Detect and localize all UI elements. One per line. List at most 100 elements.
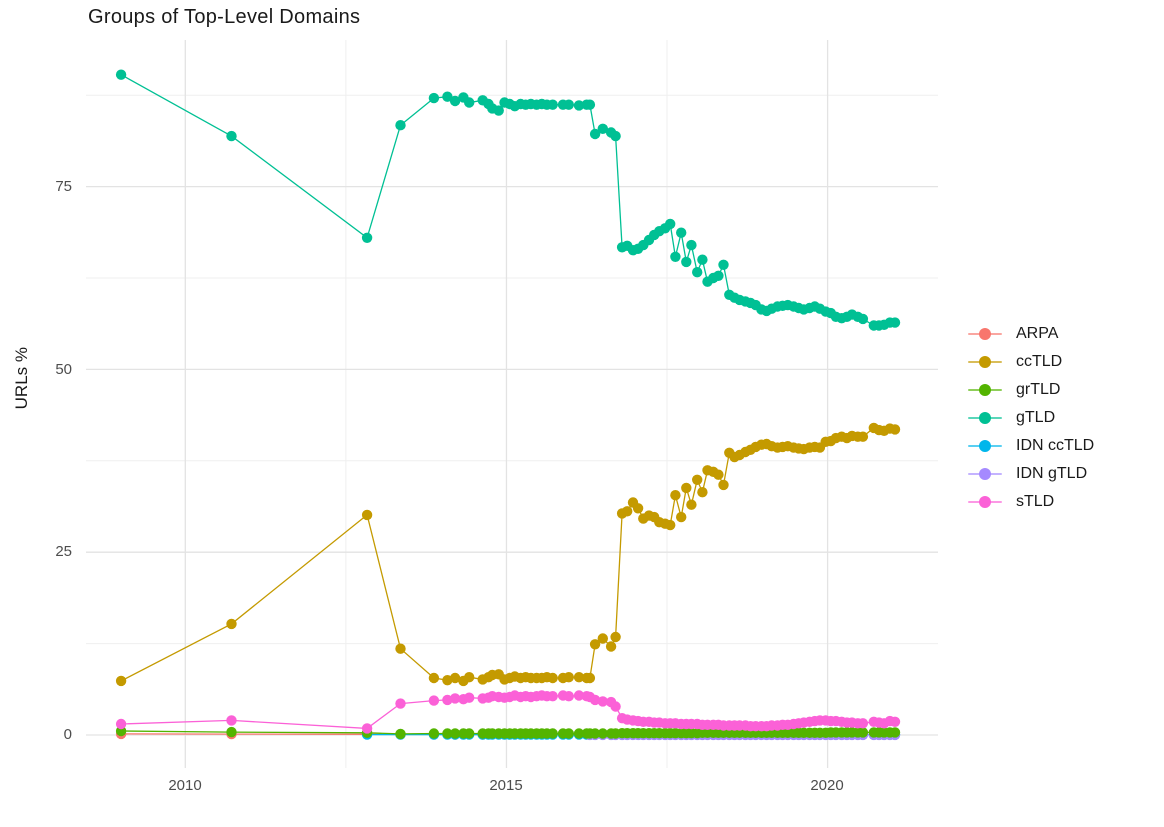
data-point	[697, 254, 708, 265]
data-point	[718, 259, 729, 270]
data-point	[573, 690, 585, 701]
data-point	[563, 691, 574, 702]
data-point	[361, 232, 373, 243]
idn-gtld-key-icon	[968, 464, 1002, 484]
series-line	[120, 427, 896, 682]
data-point	[226, 715, 237, 726]
data-point	[857, 727, 869, 738]
data-point	[563, 99, 574, 110]
y-tick-0: 0	[63, 726, 72, 743]
legend-item-grtld: grTLD	[968, 376, 1094, 404]
data-point	[597, 728, 608, 739]
legend-item-gtld: gTLD	[968, 404, 1094, 432]
data-point	[718, 479, 729, 491]
data-point	[226, 130, 237, 142]
data-point	[428, 695, 440, 706]
arpa-key-icon	[968, 324, 1002, 344]
data-point	[428, 728, 440, 739]
data-point	[686, 239, 697, 251]
data-point	[573, 100, 585, 111]
data-point	[449, 95, 461, 107]
data-point	[610, 631, 621, 643]
legend-item-idn-cctld: IDN ccTLD	[968, 432, 1094, 460]
data-point	[670, 490, 681, 501]
series-stld	[115, 690, 901, 734]
grtld-key-icon	[968, 380, 1002, 400]
series-gtld	[115, 69, 901, 331]
data-point	[226, 618, 237, 630]
data-point	[597, 633, 608, 644]
data-point	[665, 218, 676, 230]
data-point	[889, 317, 901, 328]
legend-label: ARPA	[1016, 325, 1059, 342]
data-point	[547, 672, 558, 684]
data-point	[686, 499, 697, 510]
data-point	[713, 469, 724, 480]
data-point	[713, 270, 724, 281]
data-point	[632, 503, 644, 514]
data-point	[563, 728, 574, 739]
data-point	[681, 256, 692, 268]
data-point	[493, 105, 504, 116]
data-point	[563, 672, 574, 683]
data-point	[692, 474, 703, 485]
stld-key-icon	[968, 492, 1002, 512]
data-point	[584, 672, 596, 684]
data-point	[464, 672, 475, 683]
data-point	[395, 643, 406, 654]
data-point	[395, 728, 406, 740]
data-point	[547, 99, 558, 110]
data-point	[115, 675, 127, 687]
legend-label: ccTLD	[1016, 353, 1063, 370]
data-point	[442, 91, 453, 102]
y-tick-25: 25	[55, 543, 72, 560]
data-point	[589, 694, 601, 706]
data-point	[361, 509, 373, 521]
y-axis-title: URLs %	[12, 347, 31, 410]
data-point	[605, 641, 617, 652]
legend-label: IDN ccTLD	[1016, 437, 1095, 454]
data-point	[464, 97, 475, 108]
legend-label: IDN gTLD	[1016, 465, 1088, 482]
data-point	[681, 482, 692, 494]
data-point	[584, 99, 596, 110]
legend-item-stld: sTLD	[968, 488, 1094, 516]
data-point	[115, 69, 127, 80]
data-point	[889, 727, 901, 738]
data-point	[857, 718, 869, 729]
data-point	[589, 128, 601, 140]
x-tick-2010: 2010	[168, 777, 202, 794]
data-point	[676, 227, 687, 238]
data-point	[697, 487, 708, 498]
data-point	[464, 728, 475, 739]
data-point	[597, 123, 608, 134]
data-point	[361, 723, 373, 734]
data-point	[889, 424, 901, 435]
legend-label: gTLD	[1016, 409, 1056, 426]
data-point	[622, 506, 633, 517]
data-point	[665, 519, 676, 531]
y-tick-50: 50	[55, 361, 72, 378]
series-line	[120, 74, 895, 327]
data-point	[449, 728, 461, 739]
data-point	[889, 716, 901, 727]
data-point	[857, 431, 869, 442]
data-point	[597, 696, 608, 707]
legend-item-idn-gtld: IDN gTLD	[968, 460, 1094, 488]
data-point	[676, 511, 687, 523]
data-point	[226, 726, 237, 738]
legend: ARPA ccTLD grTLD gTLD IDN ccTLD IDN gTLD…	[968, 320, 1094, 516]
y-tick-75: 75	[55, 178, 72, 195]
data-point	[464, 692, 475, 703]
data-point	[449, 672, 461, 684]
data-point	[573, 728, 585, 739]
data-point	[442, 728, 453, 739]
data-point	[547, 728, 558, 739]
data-point	[857, 313, 869, 325]
x-tick-2020: 2020	[810, 777, 844, 794]
data-point	[428, 92, 440, 104]
data-point	[449, 693, 461, 704]
data-point	[573, 672, 585, 683]
